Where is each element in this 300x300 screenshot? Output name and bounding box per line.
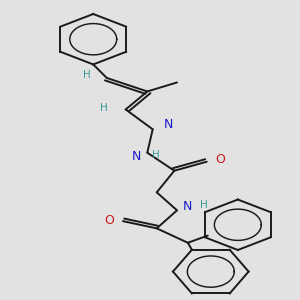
- Text: H: H: [82, 70, 90, 80]
- Text: H: H: [200, 200, 208, 210]
- Text: O: O: [215, 153, 225, 167]
- Text: N: N: [183, 200, 193, 213]
- Text: N: N: [164, 118, 174, 131]
- Text: H: H: [100, 103, 108, 113]
- Text: N: N: [132, 150, 141, 163]
- Text: H: H: [152, 149, 159, 160]
- Text: O: O: [104, 214, 114, 227]
